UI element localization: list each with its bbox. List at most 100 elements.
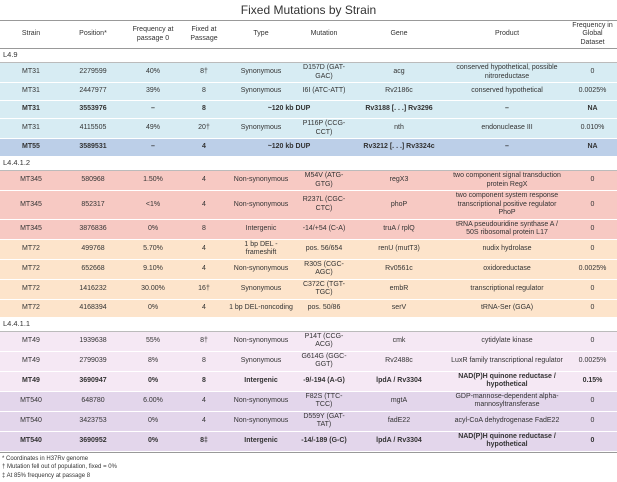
section-label: L4.9 [0, 49, 617, 63]
cell: Non-synonymous [226, 331, 296, 351]
cell: 8 [182, 83, 226, 101]
cell: Intergenic [226, 219, 296, 239]
cell: Synonymous [226, 119, 296, 139]
cell: NA [568, 101, 617, 119]
cell: regX3 [352, 171, 446, 191]
cell: Non-synonymous [226, 191, 296, 220]
cell: 0.15% [568, 371, 617, 391]
cell: embR [352, 279, 446, 299]
cell: truA / rplQ [352, 219, 446, 239]
cell: 0.010% [568, 119, 617, 139]
cell: 4 [182, 239, 226, 259]
cell: 3690947 [62, 371, 124, 391]
cell: 4 [182, 299, 226, 317]
column-header: Type [226, 21, 296, 49]
cell: I6I (ATC-ATT) [296, 83, 352, 101]
cell: D157D (GAT-GAC) [296, 63, 352, 83]
cell: G614G (GGC-GGT) [296, 351, 352, 371]
footnotes: * Coordinates in H37Rv genome† Mutation … [0, 452, 617, 482]
cell: 0 [568, 391, 617, 411]
cell: tRNA pseudouridine synthase A / 50S ribo… [446, 219, 568, 239]
cell: 0% [124, 431, 182, 451]
cell: Synonymous [226, 351, 296, 371]
cell: lpdA / Rv3304 [352, 431, 446, 451]
cell: 1 bp DEL-noncoding [226, 299, 296, 317]
cell: 3589531 [62, 139, 124, 157]
cell: Synonymous [226, 279, 296, 299]
cell: LuxR family transcriptional regulator [446, 351, 568, 371]
cell: Rv3188 [. . .] Rv3296 [352, 101, 446, 119]
cell: cmk [352, 331, 446, 351]
section-label: L4.4.1.1 [0, 317, 617, 331]
cell: 0% [124, 371, 182, 391]
section-row: L4.4.1.1 [0, 317, 617, 331]
cell: R237L (CGC-CTC) [296, 191, 352, 220]
cell: Rv3212 [. . .] Rv3324c [352, 139, 446, 157]
cell: acyl-CoA dehydrogenase FadE22 [446, 411, 568, 431]
cell: ~120 kb DUP [226, 101, 352, 119]
cell: 852317 [62, 191, 124, 220]
cell: GDP-mannose-dependent alpha-mannosyltran… [446, 391, 568, 411]
cell: 8† [182, 63, 226, 83]
cell: Synonymous [226, 83, 296, 101]
cell: P116P (CCG-CCT) [296, 119, 352, 139]
cell: 55% [124, 331, 182, 351]
cell: endonuclease III [446, 119, 568, 139]
cell: 4115505 [62, 119, 124, 139]
cell: MT345 [0, 219, 62, 239]
cell: 1416232 [62, 279, 124, 299]
cell: – [124, 139, 182, 157]
cell: Intergenic [226, 431, 296, 451]
cell: 652668 [62, 259, 124, 279]
cell: 0 [568, 411, 617, 431]
cell: mgtA [352, 391, 446, 411]
cell: transcriptional regulator [446, 279, 568, 299]
column-header: Frequency at passage 0 [124, 21, 182, 49]
cell: lpdA / Rv3304 [352, 371, 446, 391]
cell: Rv2186c [352, 83, 446, 101]
cell: 5.70% [124, 239, 182, 259]
cell: 1.50% [124, 171, 182, 191]
cell: MT540 [0, 431, 62, 451]
cell: 0 [568, 219, 617, 239]
cell: R30S (CGC-AGC) [296, 259, 352, 279]
cell: 499768 [62, 239, 124, 259]
cell: Intergenic [226, 371, 296, 391]
column-header: Frequency in Global Dataset [568, 21, 617, 49]
cell: 0 [568, 279, 617, 299]
cell: 2279599 [62, 63, 124, 83]
cell: – [446, 139, 568, 157]
cell: 2447977 [62, 83, 124, 101]
cell: MT31 [0, 119, 62, 139]
cell: 0% [124, 411, 182, 431]
cell: MT49 [0, 351, 62, 371]
cell: 0% [124, 219, 182, 239]
cell: 30.00% [124, 279, 182, 299]
cell: Synonymous [226, 63, 296, 83]
cell: MT345 [0, 191, 62, 220]
cell: C372C (TGT-TGC) [296, 279, 352, 299]
cell: 8% [124, 351, 182, 371]
cell: fadE22 [352, 411, 446, 431]
cell: 580968 [62, 171, 124, 191]
cell: – [446, 101, 568, 119]
cell: 1939638 [62, 331, 124, 351]
cell: two component signal transduction protei… [446, 171, 568, 191]
cell: 0% [124, 299, 182, 317]
cell: 20† [182, 119, 226, 139]
cell: pos. 50/86 [296, 299, 352, 317]
cell: 4168394 [62, 299, 124, 317]
cell: NAD(P)H quinone reductase / hypothetical [446, 371, 568, 391]
cell: 40% [124, 63, 182, 83]
cell: MT31 [0, 101, 62, 119]
cell: NA [568, 139, 617, 157]
cell: 0 [568, 299, 617, 317]
section-row: L4.9 [0, 49, 617, 63]
